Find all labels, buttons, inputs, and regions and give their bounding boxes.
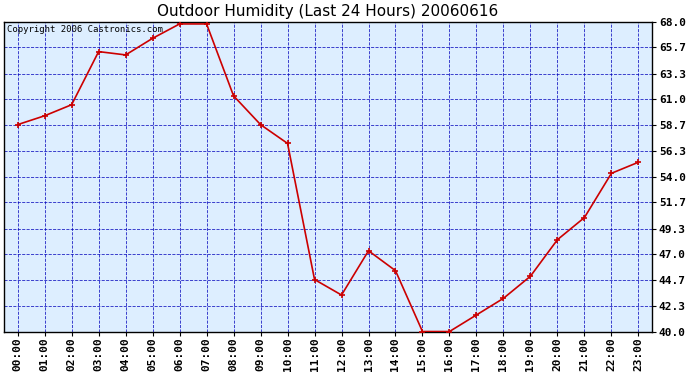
- Title: Outdoor Humidity (Last 24 Hours) 20060616: Outdoor Humidity (Last 24 Hours) 2006061…: [157, 4, 499, 19]
- Text: Copyright 2006 Castronics.com: Copyright 2006 Castronics.com: [8, 25, 164, 34]
